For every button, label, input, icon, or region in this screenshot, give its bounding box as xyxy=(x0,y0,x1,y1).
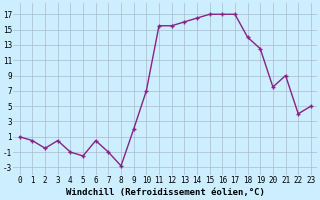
X-axis label: Windchill (Refroidissement éolien,°C): Windchill (Refroidissement éolien,°C) xyxy=(66,188,265,197)
